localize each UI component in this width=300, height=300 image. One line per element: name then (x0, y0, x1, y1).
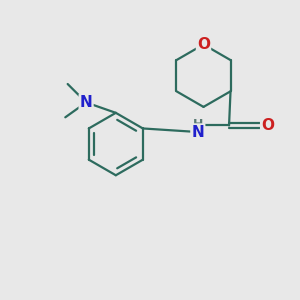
Text: O: O (197, 37, 210, 52)
Text: N: N (80, 95, 92, 110)
Text: N: N (191, 124, 204, 140)
Text: H: H (193, 118, 203, 131)
Text: O: O (261, 118, 274, 133)
